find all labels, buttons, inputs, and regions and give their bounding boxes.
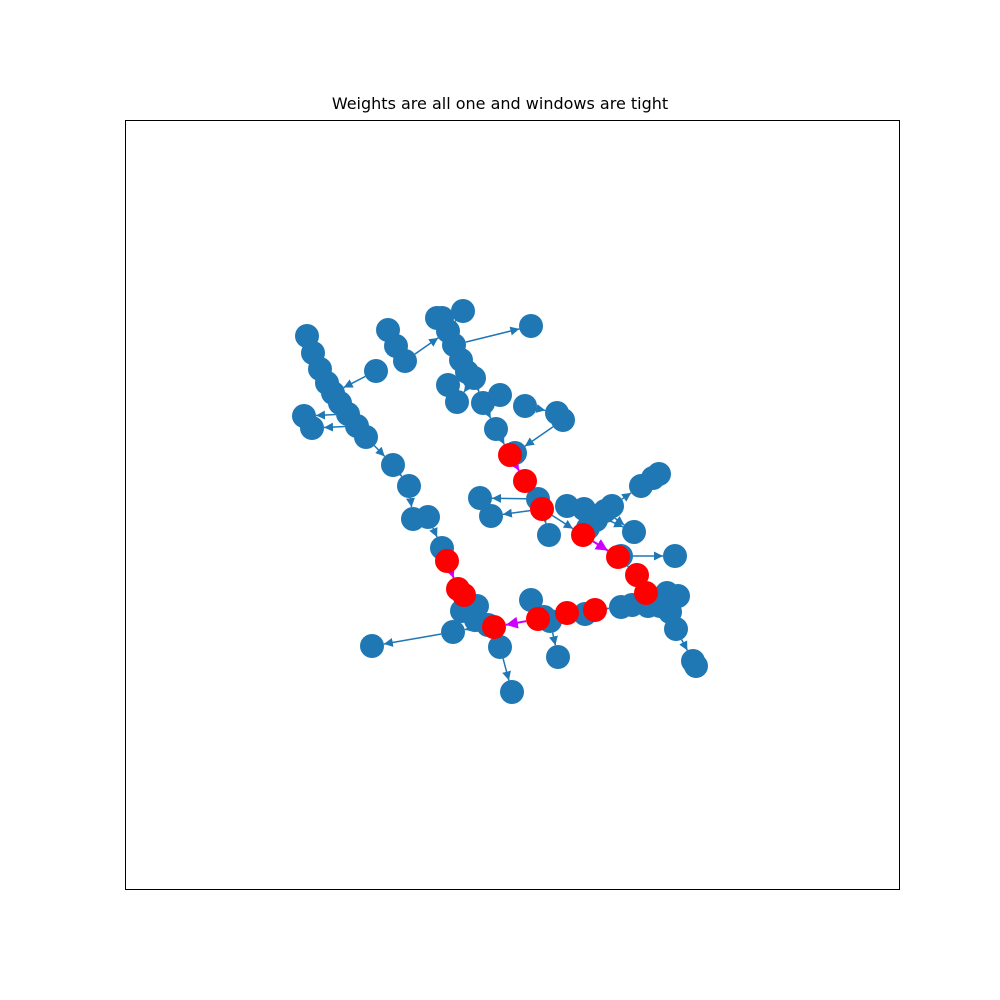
graph-edge — [482, 408, 492, 419]
graph-edge — [429, 527, 438, 538]
graph-node-highlighted — [498, 443, 522, 467]
graph-edge — [465, 326, 520, 343]
graph-node — [600, 494, 624, 518]
graph-node — [546, 645, 570, 669]
graph-edge — [471, 381, 481, 392]
graph-node — [484, 417, 508, 441]
graph-edge — [539, 513, 548, 524]
graph-node — [445, 390, 469, 414]
graph-edge — [679, 639, 689, 651]
graph-node — [663, 544, 687, 568]
graph-node — [500, 680, 524, 704]
graph-edge — [505, 616, 527, 629]
graph-node-highlighted — [435, 549, 459, 573]
graph-edge — [551, 514, 574, 530]
graph-node — [360, 634, 384, 658]
nodes-layer — [292, 299, 708, 704]
graph-node — [416, 505, 440, 529]
graph-edge — [383, 633, 442, 647]
graph-node-highlighted — [530, 497, 554, 521]
graph-node-highlighted — [634, 581, 658, 605]
graph-node — [488, 383, 512, 407]
graph-node-highlighted — [482, 615, 506, 639]
graph-node — [451, 299, 475, 323]
graph-node — [397, 474, 421, 498]
graph-edge — [315, 410, 337, 420]
graph-edge — [406, 497, 415, 508]
graph-edge — [507, 457, 520, 472]
axes-frame — [125, 120, 900, 890]
graph-node — [519, 588, 543, 612]
graph-edge — [535, 404, 546, 413]
graph-edge — [524, 426, 554, 447]
graph-edge — [491, 493, 527, 503]
graph-edge — [343, 375, 366, 389]
graph-edge — [549, 632, 558, 646]
graph-edge — [373, 445, 386, 457]
graph-node — [462, 366, 486, 390]
graph-edge — [496, 434, 505, 445]
graph-edge — [502, 508, 531, 518]
graph-edge — [414, 337, 439, 355]
graph-node — [300, 416, 324, 440]
graph-edge — [392, 466, 403, 477]
graph-node — [622, 520, 646, 544]
graph-node-highlighted — [606, 545, 630, 569]
graph-node — [684, 654, 708, 678]
graph-edge — [621, 492, 632, 502]
graph-node — [441, 620, 465, 644]
graph-node — [393, 349, 417, 373]
graph-node-highlighted — [452, 583, 476, 607]
graph-node — [513, 394, 537, 418]
graph-edge — [502, 658, 511, 681]
graph-node — [572, 497, 596, 521]
graph-node-highlighted — [625, 563, 649, 587]
graph-node — [551, 408, 575, 432]
graph-node-highlighted — [513, 469, 537, 493]
graph-title: Weights are all one and windows are tigh… — [331, 94, 669, 113]
graph-node-highlighted — [526, 607, 550, 631]
graph-node-highlighted — [555, 601, 579, 625]
graph-node — [537, 523, 561, 547]
graph-node-highlighted — [571, 523, 595, 547]
graph-node — [364, 359, 388, 383]
graph-edge — [454, 311, 465, 322]
graph-node-highlighted — [583, 598, 607, 622]
graph-node — [519, 314, 543, 338]
graph-node — [664, 617, 688, 641]
graph-edge — [323, 422, 346, 432]
graph-node — [354, 425, 378, 449]
graph-node — [468, 486, 492, 510]
graph-edge — [463, 382, 473, 393]
graph-edge — [592, 539, 609, 552]
graph-edge — [443, 564, 455, 579]
graph-node — [488, 635, 512, 659]
graph-node — [381, 453, 405, 477]
graph-node — [479, 504, 503, 528]
graph-edge — [614, 516, 625, 526]
graph-node — [647, 462, 671, 486]
